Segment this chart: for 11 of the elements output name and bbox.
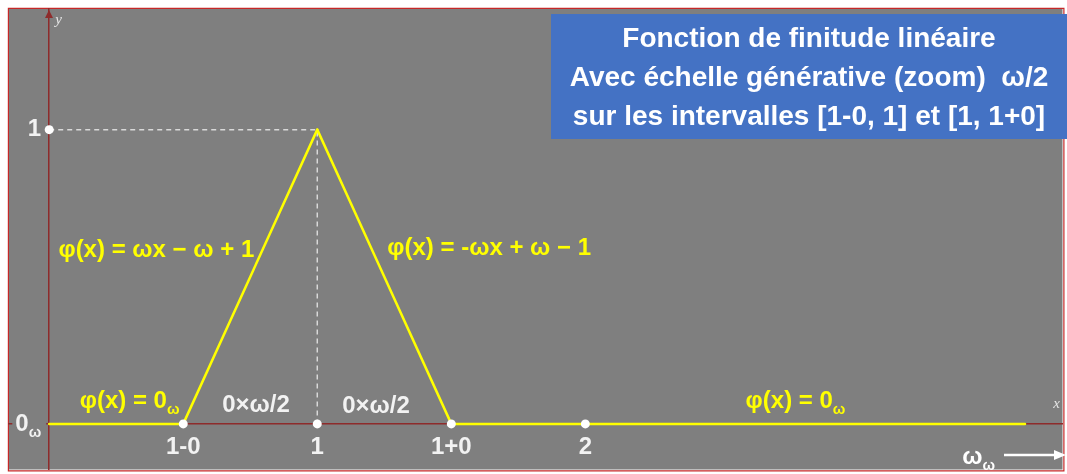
x-tick-label: 2 bbox=[578, 431, 593, 459]
annotation: 0×ω/2 bbox=[342, 390, 410, 418]
series-label: φ(x) = -ωx + ω − 1 bbox=[387, 233, 592, 261]
x-tick-label: 1+0 bbox=[430, 431, 472, 459]
text: Fonction de finitude linéaire Avec échelle générative (zoom) ω/2 sur les intervalles [1-0, 1] et [1, 1+0] bbox=[569, 21, 1049, 133]
x-axis-title: x bbox=[1052, 394, 1061, 411]
y-axis-title: y bbox=[53, 10, 63, 27]
x-tick-label: 1-0 bbox=[165, 431, 201, 459]
x-tick-label: 1 bbox=[310, 431, 324, 459]
series-label: φ(x) = ωx − ω + 1 bbox=[58, 235, 255, 263]
annotation: 0×ω/2 bbox=[222, 389, 290, 417]
